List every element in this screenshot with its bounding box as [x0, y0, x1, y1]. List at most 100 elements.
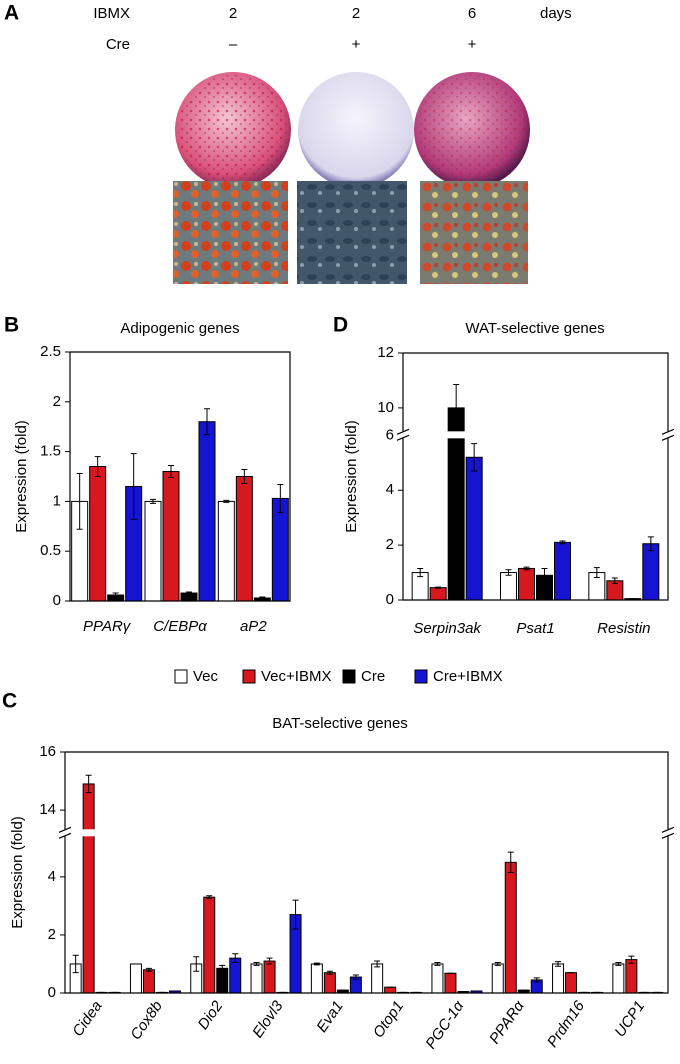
error-bar: [507, 851, 514, 873]
y-axis-label: Expression (fold): [9, 816, 26, 929]
error-bar: [453, 384, 460, 432]
error-bar: [555, 961, 562, 967]
bar: [235, 476, 253, 602]
axis-break: [57, 829, 676, 837]
bar: [82, 783, 95, 994]
x-tick-label: PPARγ: [83, 618, 132, 635]
error-bar: [253, 962, 260, 966]
panel-a-images: [173, 72, 530, 284]
row-value: –: [229, 36, 238, 53]
bar: [491, 963, 504, 994]
error-bar: [628, 955, 635, 964]
x-tick-label: Otop1: [370, 998, 407, 1041]
chart-title: WAT-selective genes: [465, 320, 604, 337]
break-mark: [396, 428, 410, 441]
bar: [216, 967, 229, 994]
x-tick-label: Prdm16: [544, 997, 588, 1050]
bar: [384, 986, 397, 994]
x-tick-label: Cox8b: [127, 998, 166, 1043]
plot-frame: [64, 751, 669, 994]
y-axis-label: Expression (fold): [343, 420, 360, 533]
y-tick-label: 1: [53, 492, 61, 509]
chart-title: BAT-selective genes: [272, 715, 408, 732]
x-tick-label: Elovl3: [249, 997, 287, 1041]
row-value: 2: [229, 5, 237, 22]
error-bar: [374, 960, 381, 968]
bar: [144, 500, 162, 602]
row-label: IBMX: [93, 5, 130, 22]
x-tick-label: Serpin3ak: [413, 620, 482, 637]
row-value: 2: [352, 5, 360, 22]
bar: [552, 963, 565, 994]
x-tick-label: Dio2: [195, 997, 227, 1033]
legend-swatch: [342, 669, 356, 684]
bar: [554, 541, 571, 601]
y-tick-label: 2: [386, 536, 394, 553]
error-bar: [326, 970, 333, 975]
bar: [250, 963, 263, 994]
error-bar: [76, 473, 83, 530]
error-bar: [434, 962, 441, 966]
y-tick-label: 2: [48, 926, 56, 943]
bar: [89, 466, 107, 602]
chart-title: Adipogenic genes: [120, 320, 239, 337]
y-tick-label: 16: [39, 743, 56, 760]
error-bar: [150, 498, 156, 504]
y-tick-label: 12: [377, 344, 394, 361]
error-bar: [145, 967, 152, 972]
panel-label: A: [4, 2, 19, 25]
plot-frame: [69, 351, 291, 602]
x-tick-label: PPARα: [486, 997, 528, 1047]
x-tick-label: aP2: [240, 618, 267, 635]
error-bar: [417, 567, 424, 578]
y-axis-label: Expression (fold): [13, 420, 30, 533]
error-bar: [494, 962, 501, 966]
error-bar: [204, 408, 210, 436]
panel-label: C: [2, 690, 17, 713]
bar: [217, 500, 235, 602]
bar: [323, 972, 336, 994]
error-bar: [505, 569, 512, 576]
legend-label: Vec+IBMX: [261, 668, 331, 685]
bar: [642, 543, 660, 601]
error-bar: [72, 954, 79, 974]
legend-swatch: [242, 669, 256, 684]
error-bar: [223, 499, 230, 503]
row-value: +: [352, 36, 361, 53]
error-bar: [112, 592, 119, 598]
error-bar: [533, 977, 540, 983]
error-bar: [206, 895, 213, 900]
bar: [444, 972, 457, 994]
legend-label: Cre+IBMX: [433, 668, 503, 685]
legend-swatch: [174, 669, 188, 684]
bar: [500, 572, 517, 601]
error-bar: [241, 469, 248, 484]
error-bar: [352, 974, 359, 980]
x-tick-label: Eva1: [313, 998, 347, 1036]
bar: [612, 963, 625, 994]
panel-label: B: [4, 314, 19, 337]
legend-swatch: [414, 669, 428, 684]
error-bar: [541, 567, 548, 583]
bar: [371, 963, 384, 994]
bar: [431, 963, 444, 994]
legend-label: Vec: [193, 668, 219, 685]
y-tick-label: 0: [386, 591, 394, 608]
bar: [625, 959, 638, 994]
bar: [198, 421, 216, 602]
error-bar: [313, 962, 320, 966]
y-tick-label: 2.5: [40, 343, 61, 360]
error-bar: [615, 962, 622, 966]
row-value: 6: [468, 5, 476, 22]
error-bar: [219, 964, 226, 972]
error-bar: [471, 443, 478, 472]
error-bar: [523, 566, 530, 571]
error-bar: [435, 586, 442, 589]
error-bar: [559, 540, 566, 545]
x-tick-label: UCP1: [612, 998, 649, 1041]
error-bar: [277, 483, 284, 513]
y-tick-label: 2: [53, 393, 61, 410]
y-tick-label: 10: [377, 399, 394, 416]
bar: [429, 587, 447, 601]
